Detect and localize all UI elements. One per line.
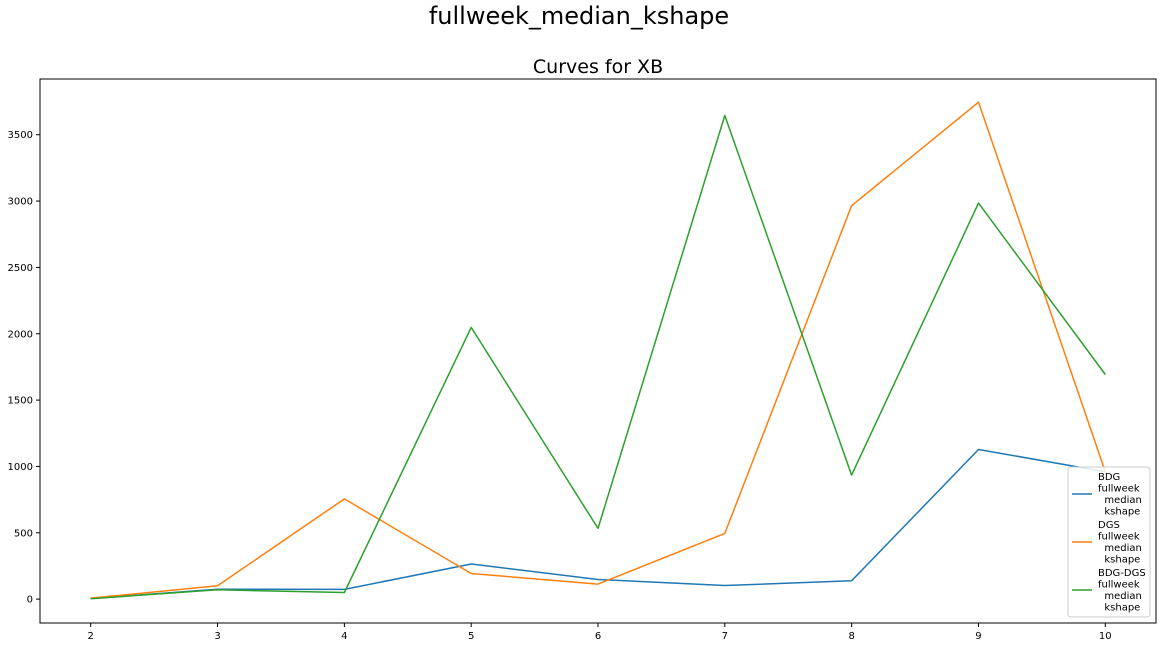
y-tick-label: 1500	[8, 396, 33, 407]
y-tick-label: 3500	[8, 130, 33, 141]
chart-title: Curves for XB	[533, 56, 663, 78]
x-tick-label: 7	[722, 631, 728, 642]
x-tick-label: 9	[975, 631, 981, 642]
series-line-1	[90, 448, 1106, 600]
x-tick-label: 5	[468, 631, 474, 642]
y-tick-label: 2500	[8, 263, 33, 274]
legend-label-3: BDG-DGS fullweek median kshape	[1098, 568, 1146, 614]
x-axis: 2 3 4 5 6 7 8 9 10	[88, 623, 1112, 642]
y-axis: 0 500 1000 1500 2000 2500 3000 3500	[8, 130, 40, 606]
x-tick-label: 8	[848, 631, 854, 642]
y-tick-label: 500	[14, 528, 33, 539]
x-tick-label: 6	[595, 631, 601, 642]
series-line-3	[90, 114, 1106, 600]
series-line-2	[90, 101, 1107, 599]
plot-area	[90, 101, 1107, 600]
y-tick-label: 3000	[8, 197, 33, 208]
x-tick-label: 2	[88, 631, 94, 642]
y-tick-label: 1000	[8, 462, 33, 473]
x-tick-label: 10	[1099, 631, 1112, 642]
x-tick-label: 3	[214, 631, 220, 642]
legend-label-2: DGS fullweek median kshape	[1098, 520, 1142, 566]
axes-frame	[39, 78, 1157, 624]
legend-label-1: BDG fullweek median kshape	[1098, 472, 1142, 518]
y-tick-label: 0	[27, 595, 33, 606]
y-tick-label: 2000	[8, 329, 33, 340]
legend-box	[1067, 466, 1151, 618]
x-tick-label: 4	[341, 631, 347, 642]
figure-title: fullweek_median_kshape	[428, 2, 730, 30]
